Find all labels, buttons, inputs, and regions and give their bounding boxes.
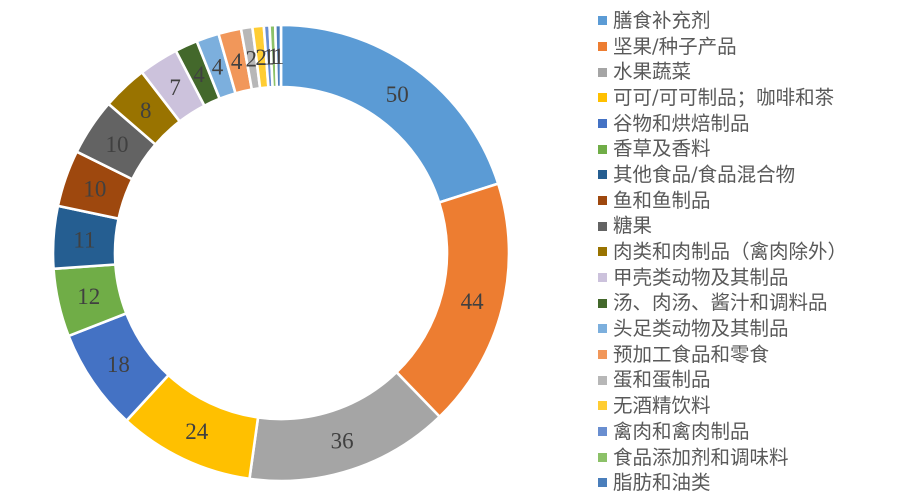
legend-label: 可可/可可制品；咖啡和茶 bbox=[613, 86, 835, 110]
data-label: 24 bbox=[185, 419, 209, 444]
legend-swatch bbox=[598, 401, 607, 411]
legend-label: 无酒精饮料 bbox=[613, 394, 711, 418]
donut-slice bbox=[248, 370, 441, 483]
legend-label: 头足类动物及其制品 bbox=[613, 317, 789, 341]
legend-label: 糖果 bbox=[613, 214, 653, 238]
legend-item: 汤、肉汤、酱汁和调料品 bbox=[598, 290, 847, 316]
data-label: 4 bbox=[212, 55, 224, 80]
legend-swatch bbox=[598, 119, 607, 129]
legend-label: 谷物和烘焙制品 bbox=[613, 111, 750, 135]
legend-item: 可可/可可制品；咖啡和茶 bbox=[598, 85, 847, 111]
legend-swatch bbox=[598, 478, 607, 488]
legend-swatch bbox=[598, 324, 607, 334]
legend-label: 肉类和肉制品（禽肉除外） bbox=[613, 240, 848, 264]
donut-slice bbox=[279, 23, 500, 204]
legend-item: 香草及香料 bbox=[598, 136, 847, 162]
legend-swatch bbox=[598, 298, 607, 308]
data-label: 4 bbox=[231, 49, 243, 74]
legend-label: 坚果/种子产品 bbox=[613, 34, 737, 58]
legend-swatch bbox=[598, 452, 607, 462]
data-label: 18 bbox=[107, 352, 130, 377]
legend-item: 无酒精饮料 bbox=[598, 393, 847, 419]
data-label: 1 bbox=[273, 44, 285, 69]
data-label: 1 bbox=[268, 44, 280, 69]
legend-swatch bbox=[598, 42, 607, 51]
legend-swatch bbox=[598, 67, 607, 77]
data-label: 10 bbox=[105, 132, 128, 157]
legend-label: 汤、肉汤、酱汁和调料品 bbox=[613, 291, 828, 315]
legend-item: 谷物和烘焙制品 bbox=[598, 111, 847, 137]
data-label: 8 bbox=[140, 98, 152, 123]
donut-slice bbox=[273, 23, 283, 89]
legend-item: 甲壳类动物及其制品 bbox=[598, 265, 847, 291]
legend-item: 坚果/种子产品 bbox=[598, 34, 847, 60]
data-label: 2 bbox=[246, 46, 258, 71]
legend-swatch bbox=[598, 221, 607, 231]
legend-swatch bbox=[598, 16, 607, 26]
legend-swatch bbox=[598, 427, 607, 437]
legend-label: 禽肉和禽肉制品 bbox=[613, 419, 750, 443]
legend-swatch bbox=[598, 93, 607, 103]
legend-label: 膳食补充剂 bbox=[613, 9, 711, 33]
data-label: 10 bbox=[83, 176, 106, 201]
legend-swatch bbox=[598, 196, 607, 206]
legend-swatch bbox=[598, 375, 607, 385]
legend-label: 预加工食品和零食 bbox=[613, 342, 770, 366]
legend-item: 膳食补充剂 bbox=[598, 8, 847, 34]
legend-item: 脂肪和油类 bbox=[598, 470, 847, 496]
legend-item: 食品添加剂和调味料 bbox=[598, 444, 847, 470]
legend-item: 糖果 bbox=[598, 213, 847, 239]
legend-item: 水果蔬菜 bbox=[598, 59, 847, 85]
legend-label: 香草及香料 bbox=[613, 137, 711, 161]
data-label: 12 bbox=[77, 284, 100, 309]
legend-item: 鱼和鱼制品 bbox=[598, 188, 847, 214]
legend-swatch bbox=[598, 273, 607, 283]
legend-label: 水果蔬菜 bbox=[613, 60, 692, 84]
legend-label: 脂肪和油类 bbox=[613, 471, 711, 495]
legend-swatch bbox=[598, 247, 607, 257]
data-label: 36 bbox=[331, 428, 354, 453]
legend-label: 蛋和蛋制品 bbox=[613, 368, 711, 392]
legend-item: 禽肉和禽肉制品 bbox=[598, 419, 847, 445]
data-label: 4 bbox=[193, 62, 205, 87]
legend-swatch bbox=[598, 144, 607, 154]
data-label: 11 bbox=[73, 227, 95, 252]
donut-slice bbox=[395, 182, 511, 419]
legend-label: 鱼和鱼制品 bbox=[613, 188, 711, 212]
legend-label: 其他食品/食品混合物 bbox=[613, 163, 796, 187]
data-label: 2 bbox=[255, 45, 267, 70]
legend-item: 预加工食品和零食 bbox=[598, 342, 847, 368]
legend-item: 头足类动物及其制品 bbox=[598, 316, 847, 342]
data-label: 44 bbox=[461, 289, 485, 314]
data-label: 1 bbox=[263, 44, 275, 69]
legend-swatch bbox=[598, 350, 607, 360]
legend-label: 食品添加剂和调味料 bbox=[613, 445, 789, 469]
legend-item: 蛋和蛋制品 bbox=[598, 367, 847, 393]
data-label: 7 bbox=[169, 75, 181, 100]
data-label: 50 bbox=[386, 82, 409, 107]
legend-item: 肉类和肉制品（禽肉除外） bbox=[598, 239, 847, 265]
legend-item: 其他食品/食品混合物 bbox=[598, 162, 847, 188]
chart-legend: 膳食补充剂 坚果/种子产品 水果蔬菜 可可/可可制品；咖啡和茶 谷物和烘焙制品 香草及香料… bbox=[598, 8, 847, 496]
legend-swatch bbox=[598, 170, 607, 180]
legend-label: 甲壳类动物及其制品 bbox=[613, 265, 789, 289]
